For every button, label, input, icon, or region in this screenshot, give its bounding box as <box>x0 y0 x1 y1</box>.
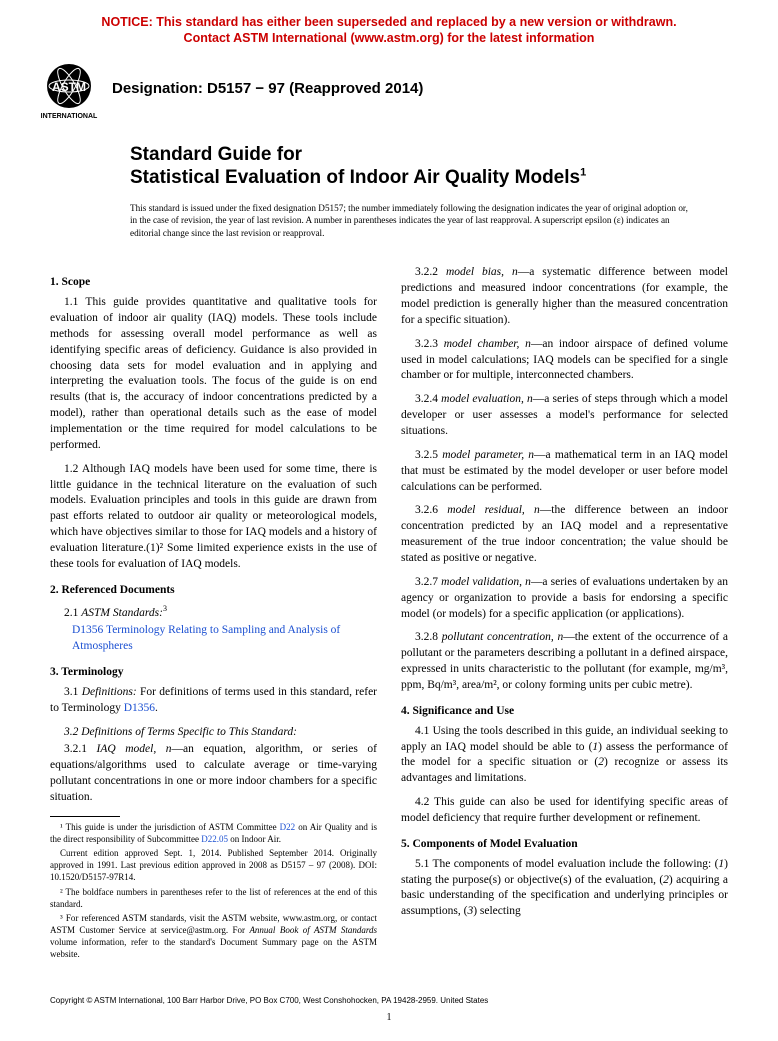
s3-2-8: 3.2.8 pollutant concentration, n—the ext… <box>401 630 728 693</box>
s3-2-1: 3.2.1 IAQ model, n—an equation, algorith… <box>50 742 377 805</box>
s1-1: 1.1 This guide provides quantitative and… <box>50 295 377 454</box>
s3-2-3: 3.2.3 model chamber, n—an indoor airspac… <box>401 337 728 385</box>
s3-2-5: 3.2.5 model parameter, n—a mathematical … <box>401 448 728 496</box>
s3-2-4: 3.2.4 model evaluation, n—a series of st… <box>401 392 728 440</box>
s5-1: 5.1 The components of model evaluation i… <box>401 857 728 920</box>
page-number: 1 <box>387 1012 392 1023</box>
footnote-1b: Current edition approved Sept. 1, 2014. … <box>50 847 377 883</box>
right-column: 3.2.2 model bias, n—a systematic differe… <box>401 265 728 962</box>
footnote-1: ¹ This guide is under the jurisdiction o… <box>50 821 377 845</box>
s3-2-6: 3.2.6 model residual, n—the difference b… <box>401 503 728 566</box>
svg-text:INTERNATIONAL: INTERNATIONAL <box>41 113 98 120</box>
s4-2: 4.2 This guide can also be used for iden… <box>401 795 728 827</box>
notice-line1: NOTICE: This standard has either been su… <box>101 15 676 29</box>
notice-line2: Contact ASTM International (www.astm.org… <box>184 31 595 45</box>
title-block: Standard Guide for Statistical Evaluatio… <box>130 143 728 191</box>
d22-05-link[interactable]: D22.05 <box>201 834 228 844</box>
s2-head: 2. Referenced Documents <box>50 583 377 599</box>
footnote-separator <box>50 816 120 817</box>
s1-head: 1. Scope <box>50 275 377 291</box>
s4-head: 4. Significance and Use <box>401 704 728 720</box>
title-main: Statistical Evaluation of Indoor Air Qua… <box>130 167 580 188</box>
s3-2-2: 3.2.2 model bias, n—a systematic differe… <box>401 265 728 328</box>
s5-head: 5. Components of Model Evaluation <box>401 837 728 853</box>
title-line2: Statistical Evaluation of Indoor Air Qua… <box>130 166 728 190</box>
footnote-3: ³ For referenced ASTM standards, visit t… <box>50 912 377 961</box>
svg-text:ASTM: ASTM <box>52 80 86 94</box>
issuance-note: This standard is issued under the fixed … <box>130 202 690 239</box>
body-columns: 1. Scope 1.1 This guide provides quantit… <box>50 265 728 962</box>
footnote-2: ² The boldface numbers in parentheses re… <box>50 886 377 910</box>
left-column: 1. Scope 1.1 This guide provides quantit… <box>50 265 377 962</box>
d1356-link[interactable]: D1356 <box>124 702 155 714</box>
s3-head: 3. Terminology <box>50 665 377 681</box>
s3-1: 3.1 Definitions: For definitions of term… <box>50 685 377 717</box>
d22-link[interactable]: D22 <box>280 822 296 832</box>
s2-link[interactable]: D1356 Terminology Relating to Sampling a… <box>72 623 377 655</box>
header-block: ASTM INTERNATIONAL Designation: D5157 − … <box>50 63 728 123</box>
s4-1: 4.1 Using the tools described in this gu… <box>401 724 728 787</box>
title-sup: 1 <box>580 167 586 179</box>
s3-2: 3.2 Definitions of Terms Specific to Thi… <box>50 725 377 741</box>
copyright-text: Copyright © ASTM International, 100 Barr… <box>50 996 488 1005</box>
s3-2-7: 3.2.7 model validation, n—a series of ev… <box>401 575 728 623</box>
astm-logo: ASTM INTERNATIONAL <box>38 63 100 123</box>
title-line1: Standard Guide for <box>130 143 728 167</box>
notice-banner: NOTICE: This standard has either been su… <box>50 0 728 55</box>
s1-2: 1.2 Although IAQ models have been used f… <box>50 462 377 573</box>
designation-text: Designation: D5157 − 97 (Reapproved 2014… <box>112 80 423 97</box>
s2-1: 2.1 ASTM Standards:3 <box>50 603 377 622</box>
